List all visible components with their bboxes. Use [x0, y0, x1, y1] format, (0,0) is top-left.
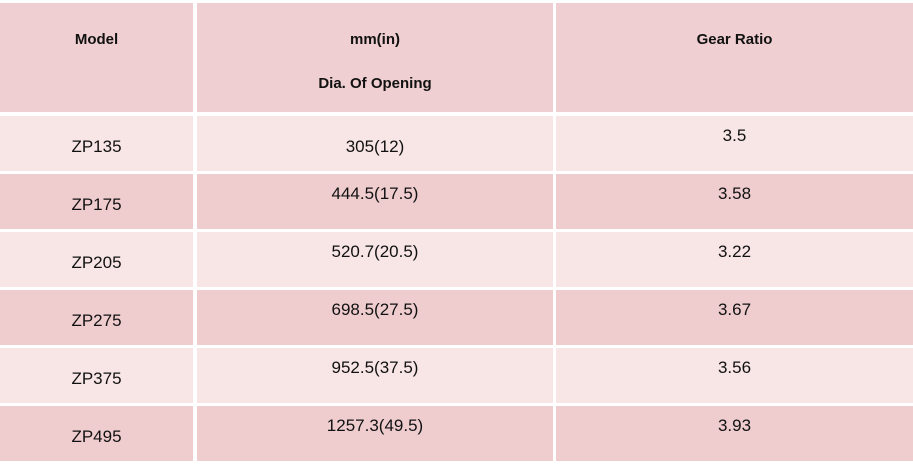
cell-text: 3.67	[717, 300, 752, 319]
table-cell: ZP375	[0, 348, 193, 403]
table-cell: ZP275	[0, 290, 193, 345]
cell-text: 952.5(37.5)	[331, 358, 419, 377]
cell-text: Dia. Of Opening	[318, 75, 432, 92]
cell-text: ZP205	[71, 253, 122, 272]
cell-text: Gear Ratio	[696, 31, 773, 48]
cell-text: ZP135	[71, 137, 122, 156]
header-cell: Gear Ratio	[556, 3, 913, 112]
cell-text: 305(12)	[345, 137, 405, 156]
cell-text: ZP495	[71, 427, 122, 446]
cell-text: 1257.3(49.5)	[326, 416, 424, 435]
table-cell: 3.58	[556, 174, 913, 229]
cell-text: ZP275	[71, 311, 122, 330]
table-cell: 698.5(27.5)	[197, 290, 553, 345]
table-cell: 3.22	[556, 232, 913, 287]
table-cell: 520.7(20.5)	[197, 232, 553, 287]
table-cell: 305(12)	[197, 116, 553, 171]
table-cell: ZP135	[0, 116, 193, 171]
cell-text: 3.93	[717, 416, 752, 435]
header-cell: Model	[0, 3, 193, 112]
cell-text: 3.56	[717, 358, 752, 377]
cell-text: Model	[74, 31, 119, 48]
table-cell: 3.56	[556, 348, 913, 403]
table-cell: 3.67	[556, 290, 913, 345]
table-cell: 1257.3(49.5)	[197, 406, 553, 461]
cell-text: 3.5	[722, 126, 747, 145]
cell-text: 3.22	[717, 242, 752, 261]
header-cell: mm(in) Dia. Of Opening	[197, 3, 553, 112]
cell-text: 698.5(27.5)	[331, 300, 419, 319]
table-cell: ZP495	[0, 406, 193, 461]
table-cell: 3.5	[556, 116, 913, 171]
table-cell: ZP175	[0, 174, 193, 229]
cell-text: 3.58	[717, 184, 752, 203]
cell-text: 520.7(20.5)	[331, 242, 419, 261]
table-cell: 444.5(17.5)	[197, 174, 553, 229]
cell-text: ZP175	[71, 195, 122, 214]
table-cell: ZP205	[0, 232, 193, 287]
table-cell: 3.93	[556, 406, 913, 461]
table-cell: 952.5(37.5)	[197, 348, 553, 403]
cell-text: 444.5(17.5)	[331, 184, 419, 203]
cell-text: ZP375	[71, 369, 122, 388]
cell-text: mm(in)	[350, 31, 400, 48]
